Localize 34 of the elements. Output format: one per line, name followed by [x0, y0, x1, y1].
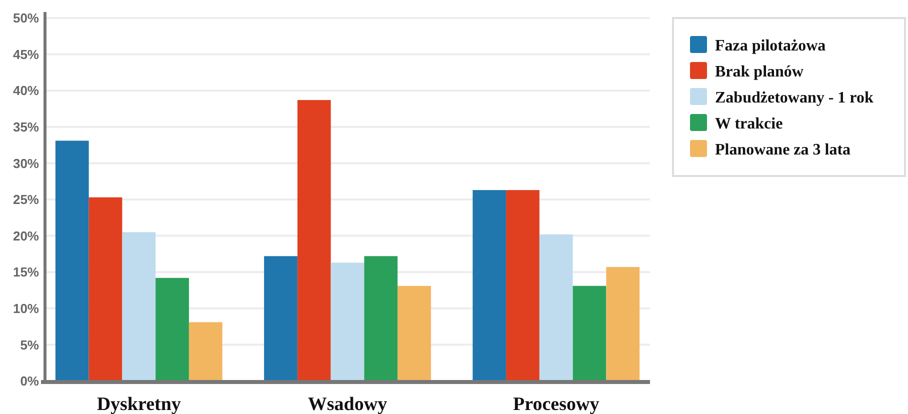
x-tick-label: Dyskretny [96, 394, 182, 414]
y-tick-label: 50% [12, 10, 40, 26]
legend-label: Brak planów [715, 64, 804, 81]
bar [156, 278, 189, 381]
bar [472, 190, 506, 381]
y-tick-label: 10% [12, 300, 40, 316]
bar [330, 262, 364, 381]
bar [55, 140, 89, 381]
y-tick-label: 5% [20, 337, 40, 352]
y-tick-label: 0% [20, 374, 40, 389]
bar [606, 267, 640, 381]
bar [364, 256, 398, 381]
bar [264, 256, 298, 381]
legend-label: Planowane za 3 lata [715, 142, 851, 159]
bar [572, 286, 606, 381]
bar [188, 322, 222, 381]
y-tick-label: 40% [12, 83, 40, 98]
y-tick-label: 45% [12, 46, 40, 62]
y-tick-label: 20% [12, 228, 40, 244]
x-tick-label: Procesowy [513, 394, 600, 414]
y-tick-label: 35% [12, 119, 40, 134]
bar [297, 100, 331, 381]
bar [398, 286, 431, 381]
bar [122, 232, 156, 381]
legend-label: Zabudżetowany - 1 rok [715, 90, 874, 107]
y-tick-label: 15% [12, 264, 40, 280]
bar [539, 234, 573, 381]
bar [506, 190, 540, 381]
legend-label: W trakcie [715, 116, 783, 133]
bar [88, 197, 122, 381]
y-tick-label: 25% [12, 192, 40, 208]
y-tick-label: 30% [12, 156, 40, 171]
x-tick-label: Wsadowy [308, 394, 388, 414]
legend-label: Faza pilotażowa [715, 38, 826, 55]
